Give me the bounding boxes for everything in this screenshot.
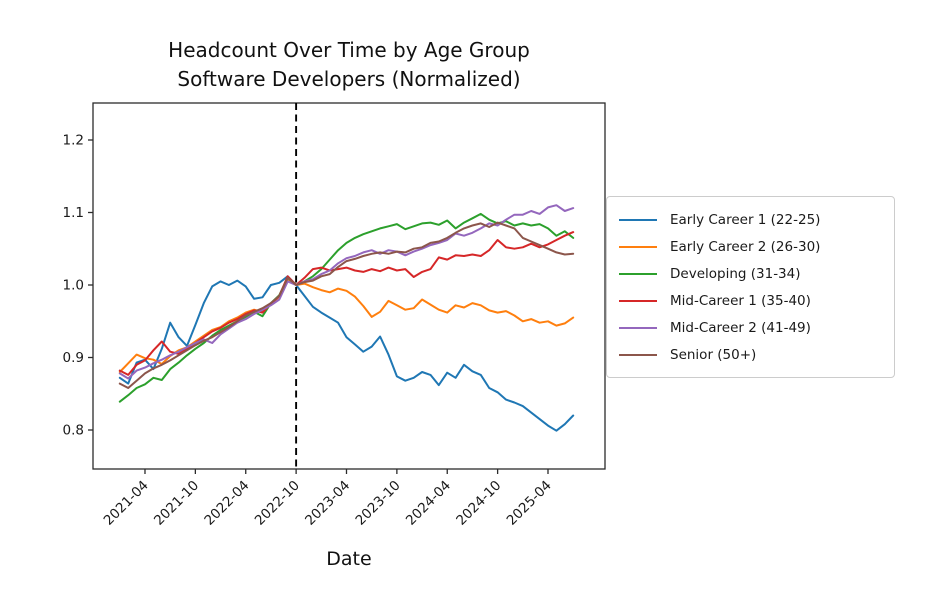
series-line-developing-31-34 [118,212,575,403]
legend-item: Early Career 1 (22-25) [619,206,882,233]
legend-line-swatch [619,299,657,302]
chart-title-line2: Software Developers (Normalized) [177,67,521,91]
x-axis-label: Date [326,548,372,570]
x-tick-label: 2022-10 [252,478,303,529]
y-tick-label: 1.1 [63,205,84,221]
legend-label: Developing (31-34) [670,265,801,282]
legend-line-swatch [619,353,657,356]
y-tick-label: 0.9 [63,350,84,366]
x-tick-label: 2023-04 [302,478,353,529]
series-line-mid-career-2-41-49 [118,204,575,380]
legend-line-swatch [619,245,657,248]
y-tick-label: 1.0 [63,278,84,294]
chart-title-line1: Headcount Over Time by Age Group [168,38,530,62]
x-tick-label: 2024-10 [453,478,504,529]
legend-line-swatch [619,272,657,275]
legend-item: Mid-Career 2 (41-49) [619,314,882,341]
legend-item: Senior (50+) [619,341,882,368]
legend-label: Early Career 1 (22-25) [670,211,821,228]
legend-item: Early Career 2 (26-30) [619,233,882,260]
legend-item: Developing (31-34) [619,260,882,287]
series-line-early-career-2-26-30 [118,278,575,373]
legend-label: Early Career 2 (26-30) [670,238,821,255]
axes-spines [92,102,606,470]
series-line-senior-50 [118,221,575,389]
legend-label: Mid-Career 1 (35-40) [670,292,811,309]
legend-label: Mid-Career 2 (41-49) [670,319,811,336]
series-line-early-career-1-22-25 [118,275,575,432]
x-tick-label: 2025-04 [504,478,555,529]
x-tick-label: 2023-10 [352,478,403,529]
x-tick-label: 2021-04 [101,478,152,529]
chart-title: Headcount Over Time by Age Group Softwar… [93,36,605,94]
x-tick-label: 2021-10 [151,478,202,529]
x-tick-label: 2024-04 [403,478,454,529]
legend-line-swatch [619,326,657,329]
legend-line-swatch [619,218,657,221]
legend-label: Senior (50+) [670,346,757,363]
y-tick-label: 1.2 [63,133,84,149]
legend-item: Mid-Career 1 (35-40) [619,287,882,314]
x-tick-label: 2022-04 [201,478,252,529]
y-tick-label: 0.8 [63,423,84,439]
legend-box: Early Career 1 (22-25) Early Career 2 (26… [606,196,895,378]
